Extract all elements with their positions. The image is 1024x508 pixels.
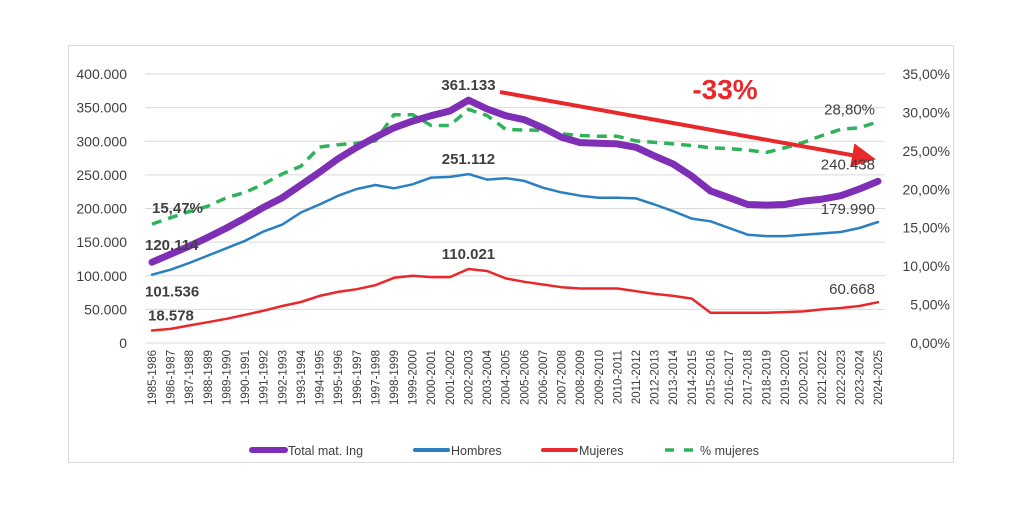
series-line-mujeres <box>150 267 880 332</box>
y-left-tick-label: 100.000 <box>76 268 127 284</box>
x-tick-label: 1998-1999 <box>389 350 401 405</box>
series-line-mujeres <box>151 107 879 226</box>
data-label: 251.112 <box>442 151 495 168</box>
x-tick-label: 2003-2004 <box>482 349 494 405</box>
data-label: 179.990 <box>821 201 875 218</box>
x-tick-label: 1985-1986 <box>147 350 159 405</box>
x-tick-label: 1991-1992 <box>259 350 271 405</box>
x-tick-label: 1996-1997 <box>352 350 364 405</box>
y-right-tick-label: 10,00% <box>903 258 950 274</box>
y-left-tick-label: 0 <box>119 335 127 351</box>
x-tick-label: 2012-2013 <box>650 350 662 405</box>
x-tick-label: 2008-2009 <box>575 350 587 405</box>
x-tick-label: 2019-2020 <box>780 350 792 405</box>
x-tick-label: 2024-2025 <box>873 350 885 405</box>
x-tick-label: 2015-2016 <box>705 350 717 405</box>
y-right-tick-label: 25,00% <box>903 143 950 159</box>
x-tick-label: 1989-1990 <box>221 350 233 405</box>
legend-label: % mujeres <box>700 444 759 458</box>
y-left-tick-label: 300.000 <box>76 133 127 149</box>
y-left-tick-label: 50.000 <box>84 301 127 317</box>
x-tick-label: 2010-2011 <box>612 350 624 404</box>
x-tick-label: 2016-2017 <box>724 350 736 405</box>
legend-label: Mujeres <box>579 444 623 458</box>
x-tick-label: 2013-2014 <box>668 349 680 405</box>
series-line-hombres <box>150 172 880 276</box>
x-tick-label: 1990-1991 <box>240 350 252 405</box>
x-tick-label: 1988-1989 <box>203 350 215 405</box>
data-label: 18.578 <box>148 308 194 325</box>
y-right-tick-label: 5,00% <box>910 297 950 313</box>
data-label: 15,47% <box>152 200 203 217</box>
x-tick-label: 2022-2023 <box>836 350 848 405</box>
x-tick-label: 2020-2021 <box>799 350 811 405</box>
legend-label: Total mat. Ing <box>288 444 363 458</box>
x-tick-label: 2005-2006 <box>519 350 531 405</box>
x-tick-label: 2009-2010 <box>594 350 606 405</box>
data-label: 101.536 <box>145 284 199 301</box>
x-tick-label: 2014-2015 <box>687 350 699 405</box>
series-line-total-mat-ing <box>148 96 882 266</box>
data-label: 28,80% <box>824 102 875 119</box>
x-tick-label: 2011-2012 <box>631 350 643 404</box>
data-label: 110.021 <box>442 246 495 263</box>
chart-frame <box>68 45 954 463</box>
annotation-label: -33% <box>692 74 757 105</box>
y-right-tick-label: 35,00% <box>903 66 950 82</box>
x-tick-label: 1995-1996 <box>333 350 345 405</box>
y-left-tick-label: 150.000 <box>76 234 127 250</box>
x-tick-label: 2021-2022 <box>817 350 829 405</box>
x-tick-label: 1987-1988 <box>184 350 196 405</box>
x-tick-label: 1997-1998 <box>370 350 382 405</box>
y-left-tick-label: 200.000 <box>76 201 127 217</box>
x-tick-label: 2000-2001 <box>426 350 438 405</box>
data-label: 120.114 <box>145 237 199 254</box>
data-label: 240.438 <box>821 156 875 173</box>
x-tick-label: 2001-2002 <box>445 350 457 405</box>
x-tick-label: 2004-2005 <box>501 350 513 405</box>
y-left-tick-label: 250.000 <box>76 167 127 183</box>
legend-label: Hombres <box>451 444 502 458</box>
x-tick-label: 2002-2003 <box>463 350 475 405</box>
x-tick-label: 2018-2019 <box>761 350 773 405</box>
y-left-tick-label: 350.000 <box>76 100 127 116</box>
x-tick-label: 1986-1987 <box>166 350 178 405</box>
y-left-tick-label: 400.000 <box>76 66 127 82</box>
y-right-tick-label: 15,00% <box>903 220 950 236</box>
x-tick-label: 1993-1994 <box>296 349 308 405</box>
y-right-tick-label: 20,00% <box>903 181 950 197</box>
trend-arrow <box>499 90 876 167</box>
x-tick-label: 1994-1995 <box>315 350 327 405</box>
y-right-tick-label: 0,00% <box>910 335 950 351</box>
y-right-tick-label: 30,00% <box>903 104 950 120</box>
x-tick-label: 2006-2007 <box>538 350 550 405</box>
x-tick-label: 2007-2008 <box>557 350 569 405</box>
data-label: 60.668 <box>829 281 875 298</box>
data-label: 361.133 <box>441 77 495 94</box>
x-tick-label: 1999-2000 <box>408 350 420 405</box>
x-tick-label: 1992-1993 <box>277 350 289 405</box>
x-tick-label: 2017-2018 <box>743 350 755 405</box>
x-tick-label: 2023-2024 <box>854 349 866 405</box>
